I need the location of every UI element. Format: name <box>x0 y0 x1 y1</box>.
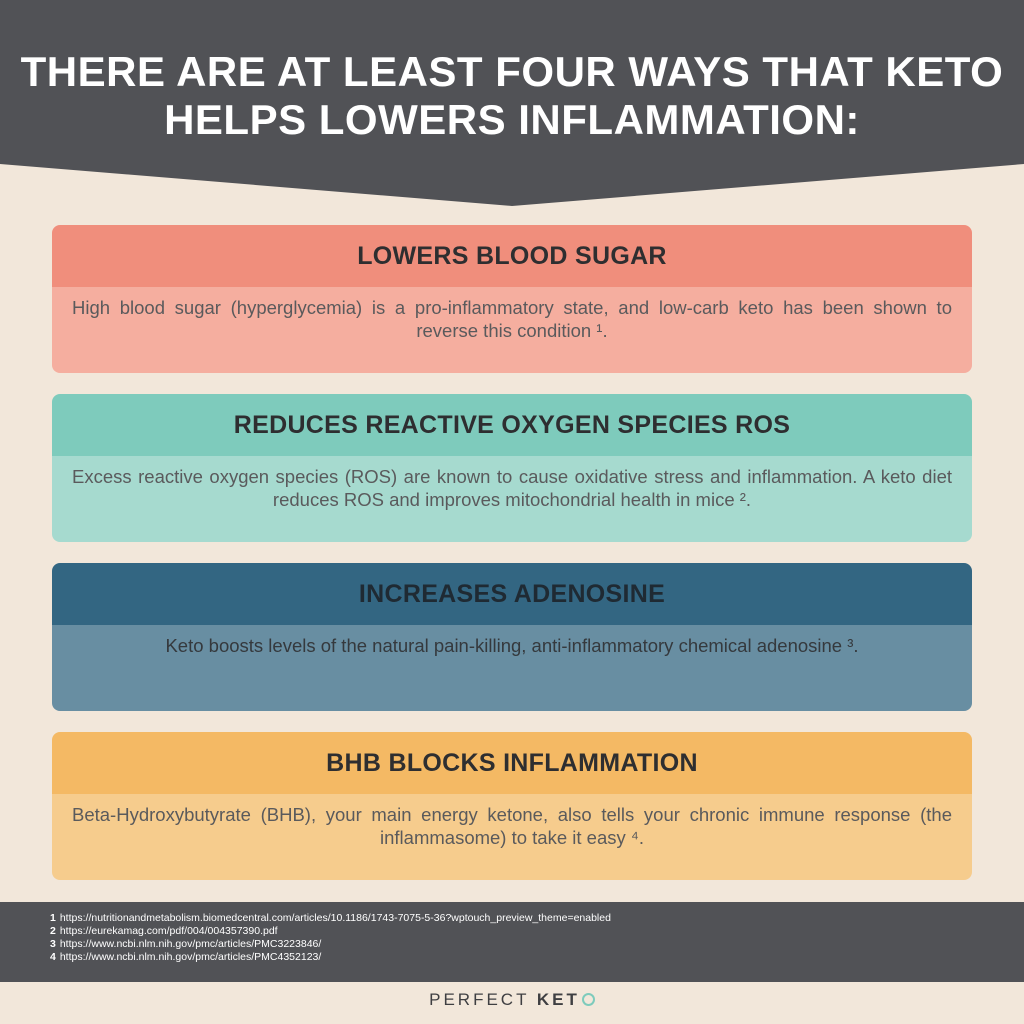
reference-url: https://eurekamag.com/pdf/004/004357390.… <box>59 925 278 937</box>
brand-o-circle-icon <box>581 993 595 1006</box>
page-title: THERE ARE AT LEAST FOUR WAYS THAT KETO H… <box>20 48 1004 143</box>
brand-word-keto: KET <box>536 990 580 1009</box>
reference-url: https://nutritionandmetabolism.biomedcen… <box>59 912 611 924</box>
card-text: Beta-Hydroxybutyrate (BHB), your main en… <box>52 794 972 880</box>
card-text: Keto boosts levels of the natural pain-k… <box>52 625 972 711</box>
card-heading: REDUCES REACTIVE OXYGEN SPECIES ROS <box>52 394 972 456</box>
reference-item: 1 https://nutritionandmetabolism.biomedce… <box>50 912 1024 925</box>
reference-number: 4 <box>50 951 56 963</box>
brand-word-perfect: PERFECT <box>429 990 530 1009</box>
card-lowers-blood-sugar: LOWERS BLOOD SUGAR High blood sugar (hyp… <box>52 225 972 373</box>
reference-url: https://www.ncbi.nlm.nih.gov/pmc/article… <box>59 938 322 950</box>
references-panel: 1 https://nutritionandmetabolism.biomedce… <box>0 902 1024 982</box>
card-increases-adenosine: INCREASES ADENOSINE Keto boosts levels o… <box>52 563 972 711</box>
card-heading: LOWERS BLOOD SUGAR <box>52 225 972 287</box>
card-text: Excess reactive oxygen species (ROS) are… <box>52 456 972 542</box>
card-text: High blood sugar (hyperglycemia) is a pr… <box>52 287 972 373</box>
reference-item: 3 https://www.ncbi.nlm.nih.gov/pmc/articl… <box>50 938 1024 951</box>
card-heading: INCREASES ADENOSINE <box>52 563 972 625</box>
reference-number: 3 <box>50 938 56 950</box>
reference-item: 4 https://www.ncbi.nlm.nih.gov/pmc/articl… <box>50 951 1024 964</box>
reference-number: 2 <box>50 925 56 937</box>
card-bhb-blocks-inflammation: BHB BLOCKS INFLAMMATION Beta-Hydroxybuty… <box>52 732 972 880</box>
card-heading: BHB BLOCKS INFLAMMATION <box>52 732 972 794</box>
header-banner <box>0 0 1024 206</box>
reference-url: https://www.ncbi.nlm.nih.gov/pmc/article… <box>59 951 322 963</box>
card-reduces-ros: REDUCES REACTIVE OXYGEN SPECIES ROS Exce… <box>52 394 972 542</box>
brand-logo: PERFECT KET <box>0 990 1024 1010</box>
reference-item: 2 https://eurekamag.com/pdf/004/004357390… <box>50 925 1024 938</box>
reference-number: 1 <box>50 912 56 924</box>
